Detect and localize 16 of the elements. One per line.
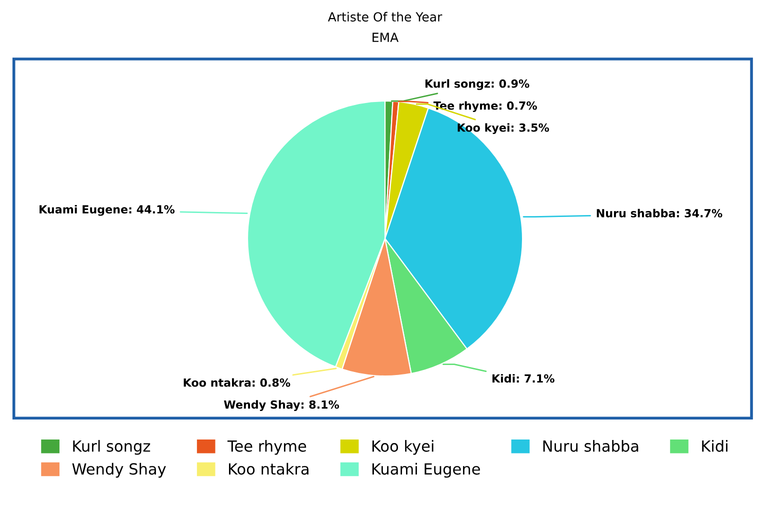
legend-label: Koo kyei [372,440,434,455]
data-label: Koo ntakra: 0.8% [184,378,290,387]
data-label: Nuru shabba: 34.7% [596,208,722,218]
legend-label: Kuami Eugene [372,462,480,478]
chart-title: Artiste Of the Year [328,12,442,22]
data-label: Kurl songz: 0.9% [425,79,530,90]
legend-label: Nuru shabba [543,440,638,452]
legend-label: Kurl songz [73,440,150,455]
data-label: Wendy Shay: 8.1% [224,400,340,411]
legend-label: Kidi [702,440,728,452]
legend-label: Koo ntakra [228,462,308,475]
data-label: Kuami Eugene: 44.1% [40,204,175,216]
legend-label: Wendy Shay [72,462,166,478]
legend-label: Tee rhyme [227,440,306,455]
chart-subtitle: EMA [372,32,399,42]
data-label: Kidi: 7.1% [492,374,554,383]
